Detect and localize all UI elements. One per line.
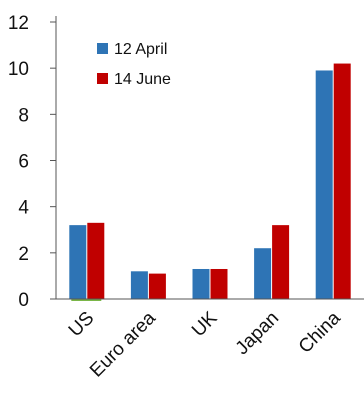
bar-uk-series-2 bbox=[210, 268, 228, 299]
y-tick-label: 0 bbox=[18, 290, 29, 311]
legend: 12 April 14 June bbox=[97, 41, 171, 88]
bar-japan-series-2 bbox=[272, 225, 290, 299]
bar-japan-series-1 bbox=[254, 248, 272, 299]
legend-swatch bbox=[97, 43, 108, 54]
bar-euro-area-series-1 bbox=[130, 271, 148, 299]
bars bbox=[69, 63, 351, 301]
bar-euro-area-series-2 bbox=[148, 273, 166, 299]
bar-china-series-1 bbox=[315, 70, 333, 299]
x-category-label: Japan bbox=[232, 308, 283, 359]
y-tick-label: 2 bbox=[18, 244, 29, 265]
y-tick-label: 10 bbox=[8, 59, 29, 80]
y-tick-label: 8 bbox=[18, 105, 29, 126]
bar-us-extra bbox=[71, 299, 102, 301]
y-axis: 0 2 4 6 8 10 12 bbox=[8, 13, 57, 311]
x-category-label: US bbox=[65, 308, 99, 342]
bar-china-series-2 bbox=[333, 63, 351, 299]
y-tick-label: 6 bbox=[18, 152, 29, 173]
bar-us-series-1 bbox=[69, 225, 87, 299]
legend-label: 12 April bbox=[114, 41, 167, 58]
bar-uk-series-1 bbox=[192, 268, 210, 299]
x-category-label: UK bbox=[188, 307, 222, 341]
y-tick-label: 12 bbox=[8, 13, 29, 34]
x-category-label: Euro area bbox=[86, 307, 160, 381]
legend-label: 14 June bbox=[114, 71, 171, 88]
x-category-label: China bbox=[295, 307, 345, 357]
legend-swatch bbox=[97, 73, 108, 84]
bar-us-series-2 bbox=[87, 222, 105, 299]
y-tick-label: 4 bbox=[18, 198, 29, 219]
